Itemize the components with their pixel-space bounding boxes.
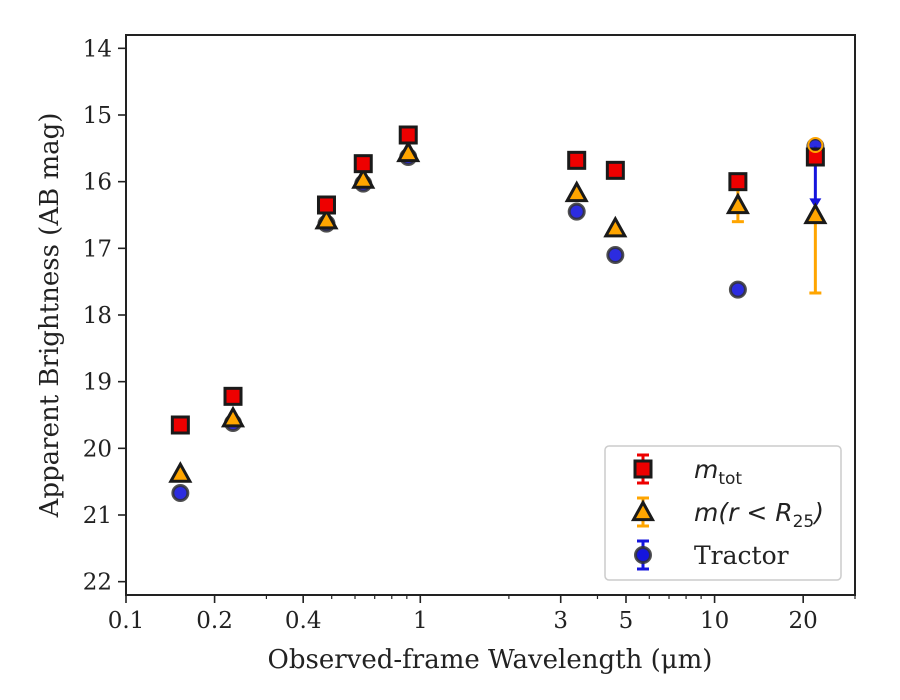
x-tick-label: 0.4	[285, 608, 322, 634]
axes: 0.1 0.2 0.4 1 3 5 10 20 14 15 16 17 18 19 20 21 22	[83, 36, 856, 634]
m-r25-point	[803, 202, 828, 225]
x-axis-label: Observed-frame Wavelength (μm)	[268, 645, 713, 675]
y-tick-label: 19	[83, 370, 112, 396]
m-r25-point	[603, 215, 628, 238]
m-r25-point	[351, 167, 376, 189]
x-tick-label: 20	[789, 608, 818, 634]
legend: mtot m(r < R25) Tractor	[604, 445, 842, 581]
mtot-point	[170, 415, 190, 435]
legend-label: mtot	[694, 455, 742, 489]
y-tick-label: 21	[83, 503, 112, 529]
legend-marker	[630, 499, 656, 522]
y-tick-label: 14	[83, 36, 112, 62]
x-tick-label: 3	[553, 608, 568, 634]
mtot-point	[805, 147, 825, 167]
y-tick-label: 17	[83, 236, 112, 262]
m-r25-point	[725, 192, 750, 215]
y-axis-label: Apparent Brightness (AB mag)	[35, 113, 65, 519]
m-r25-point	[314, 207, 339, 230]
tractor-point	[567, 202, 586, 221]
plot-marks	[168, 125, 828, 502]
legend-label: Tractor	[694, 541, 789, 570]
mtot-point	[605, 160, 625, 180]
y-tick-label: 22	[83, 570, 112, 596]
m-r25-point	[168, 461, 193, 483]
mtot-point	[728, 172, 748, 192]
tractor-point	[728, 280, 747, 299]
mtot-point	[223, 386, 243, 406]
mtot-point	[316, 195, 336, 215]
tractor-point	[171, 484, 190, 502]
y-tick-label: 15	[83, 103, 112, 129]
y-tick-label: 20	[83, 436, 112, 462]
m-r25-point	[220, 405, 246, 428]
x-tick-label: 5	[619, 608, 634, 634]
mtot-point	[567, 150, 587, 170]
y-tick-label: 18	[83, 303, 112, 329]
m-r25-point	[564, 180, 589, 203]
m-r25-point	[396, 140, 421, 163]
legend-label: m(r < R25)	[694, 498, 824, 532]
x-tick-label: 0.2	[196, 608, 233, 634]
mtot-point	[353, 154, 373, 174]
legend-marker	[634, 546, 652, 564]
y-tick-label: 16	[83, 170, 112, 196]
mtot-point	[398, 125, 418, 145]
tractor-point	[606, 246, 625, 264]
x-tick-label: 10	[700, 608, 729, 634]
x-tick-label: 0.1	[108, 608, 145, 634]
legend-box	[604, 445, 842, 581]
x-tick-label: 1	[413, 608, 428, 634]
legend-marker	[633, 459, 653, 479]
m-r25-limit-marker	[807, 137, 824, 153]
